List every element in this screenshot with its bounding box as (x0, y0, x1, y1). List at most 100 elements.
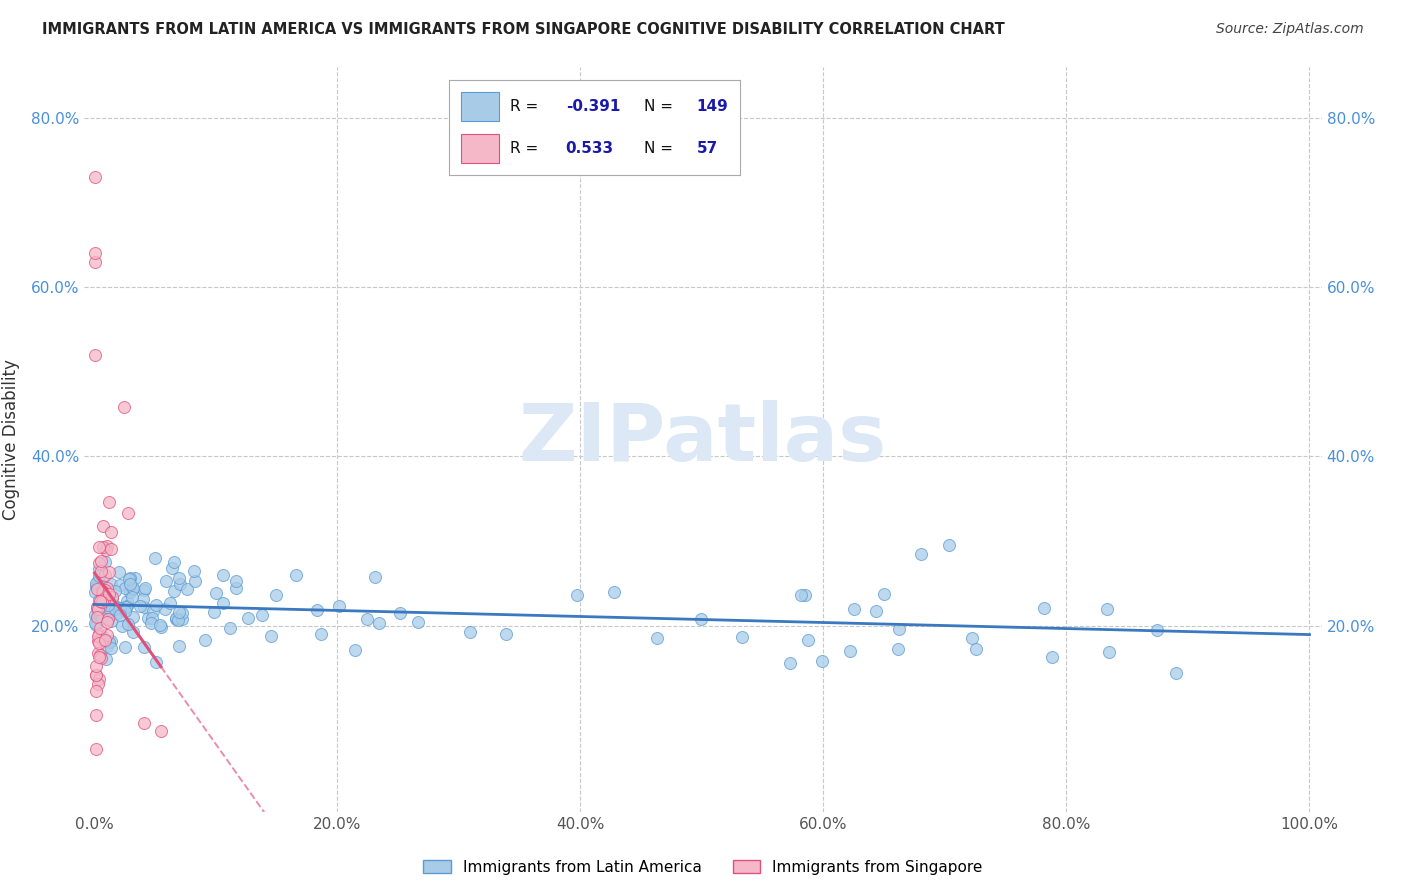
Point (86, 634, 108, 648)
Point (184, 574, 207, 588)
Point (84, 617, 107, 632)
Point (100, 641, 122, 656)
Point (98, 495, 121, 509)
Point (873, 587, 896, 601)
Point (603, 585, 626, 599)
Point (495, 627, 517, 641)
Point (460, 624, 482, 639)
Point (145, 655, 167, 669)
Point (118, 572, 141, 586)
Point (132, 591, 155, 606)
Point (87, 646, 110, 660)
Point (250, 607, 273, 622)
Point (96, 615, 118, 630)
Point (163, 583, 186, 598)
Point (129, 599, 152, 614)
Point (356, 612, 378, 626)
Point (84, 668, 107, 682)
Point (105, 606, 128, 620)
Point (90, 629, 112, 643)
Point (91, 588, 114, 602)
Point (132, 582, 155, 597)
Point (120, 577, 142, 591)
Point (86, 609, 108, 624)
Point (141, 611, 163, 625)
Point (842, 601, 865, 615)
Point (211, 567, 233, 582)
Point (86, 582, 108, 596)
Point (1166, 665, 1188, 680)
Point (91, 541, 114, 555)
Point (328, 599, 350, 614)
Point (100, 634, 122, 648)
Point (104, 584, 127, 599)
Point (94, 583, 117, 598)
Point (730, 631, 752, 645)
Point (112, 400, 135, 414)
Point (122, 610, 145, 624)
Point (865, 604, 887, 618)
Point (96, 608, 118, 623)
Point (132, 640, 155, 654)
Point (96, 540, 118, 554)
Point (87, 593, 110, 607)
Point (101, 597, 124, 611)
Point (87, 608, 110, 623)
Point (89, 540, 111, 554)
Point (134, 581, 156, 595)
Point (169, 605, 191, 619)
Point (367, 616, 389, 631)
Point (108, 607, 131, 622)
Point (108, 601, 131, 615)
Point (887, 642, 910, 657)
Point (98, 587, 121, 601)
Point (307, 603, 329, 617)
Point (162, 561, 184, 575)
Point (170, 611, 193, 625)
Point (167, 613, 190, 627)
Point (108, 578, 131, 592)
Point (205, 586, 228, 600)
Point (143, 550, 166, 565)
Point (94, 652, 117, 666)
Point (91, 608, 114, 623)
Text: Source: ZipAtlas.com: Source: ZipAtlas.com (1216, 22, 1364, 37)
Point (93, 593, 115, 607)
Point (1040, 650, 1063, 665)
Point (87, 627, 110, 641)
Point (94, 555, 117, 569)
Point (960, 632, 983, 646)
Point (84, 348, 107, 362)
Point (100, 614, 122, 628)
Point (96, 628, 118, 642)
Text: IMMIGRANTS FROM LATIN AMERICA VS IMMIGRANTS FROM SINGAPORE COGNITIVE DISABILITY : IMMIGRANTS FROM LATIN AMERICA VS IMMIGRA… (42, 22, 1005, 37)
Point (96, 607, 118, 621)
Point (779, 656, 801, 670)
Point (159, 596, 181, 610)
Point (84, 707, 107, 722)
Point (225, 574, 247, 588)
Point (90, 651, 112, 665)
Point (100, 591, 122, 605)
Point (149, 724, 172, 739)
Point (142, 604, 165, 618)
Point (97, 601, 120, 615)
Point (1098, 645, 1121, 659)
Point (115, 594, 138, 608)
Point (84, 742, 107, 756)
Point (84, 684, 107, 698)
Point (690, 612, 713, 626)
Point (114, 581, 136, 595)
Point (84, 607, 107, 622)
Point (91, 611, 114, 625)
Point (91, 583, 114, 598)
Point (388, 607, 411, 621)
Point (789, 588, 811, 602)
Point (114, 640, 136, 654)
Point (165, 612, 187, 626)
Point (114, 600, 136, 615)
Point (100, 576, 122, 591)
Point (965, 642, 987, 657)
Point (90, 554, 112, 568)
Point (105, 599, 128, 614)
